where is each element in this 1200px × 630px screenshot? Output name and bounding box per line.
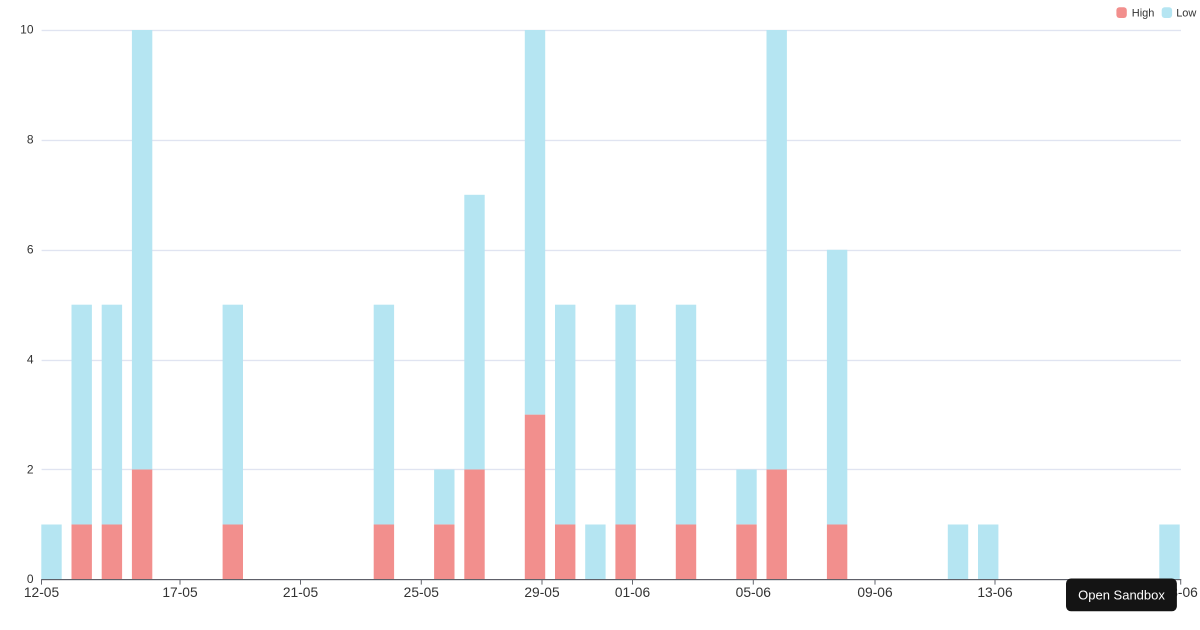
svg-text:21-05: 21-05 xyxy=(283,585,319,600)
svg-text:10: 10 xyxy=(20,23,34,37)
svg-text:01-06: 01-06 xyxy=(615,585,651,600)
svg-text:0: 0 xyxy=(27,572,34,586)
svg-text:17-05: 17-05 xyxy=(162,585,198,600)
svg-text:29-05: 29-05 xyxy=(524,585,560,600)
svg-text:Open Sandbox: Open Sandbox xyxy=(1078,588,1165,603)
svg-text:25-05: 25-05 xyxy=(404,585,440,600)
svg-text:High: High xyxy=(1132,8,1155,20)
svg-text:09-06: 09-06 xyxy=(857,585,893,600)
svg-text:6: 6 xyxy=(27,243,34,257)
svg-text:12-05: 12-05 xyxy=(24,585,60,600)
svg-text:13-06: 13-06 xyxy=(977,585,1013,600)
svg-text:05-06: 05-06 xyxy=(736,585,772,600)
svg-text:4: 4 xyxy=(27,352,34,366)
svg-text:Low: Low xyxy=(1176,8,1196,20)
svg-text:2: 2 xyxy=(27,462,34,476)
svg-text:8: 8 xyxy=(27,133,34,147)
